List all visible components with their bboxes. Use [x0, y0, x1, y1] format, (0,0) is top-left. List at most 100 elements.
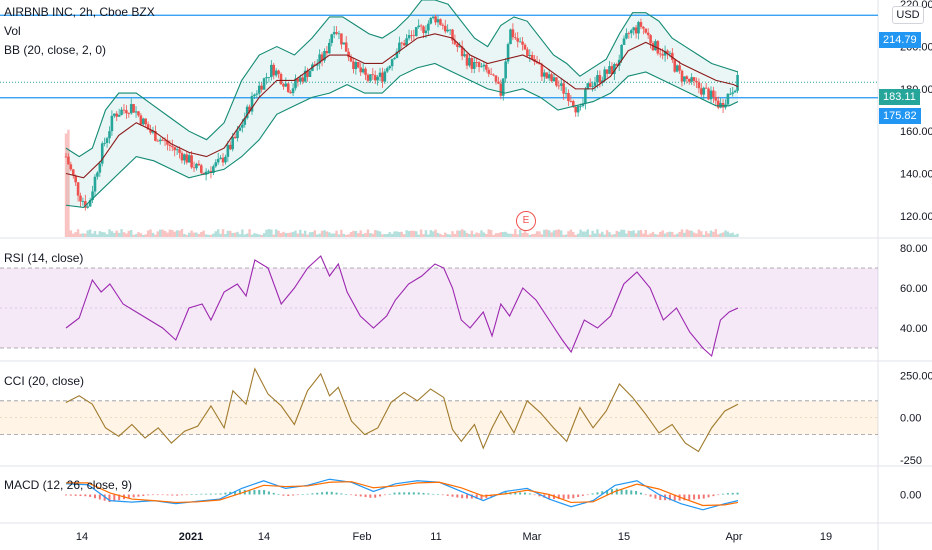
- volume-bar: [393, 231, 396, 237]
- macd-histogram-bar: [137, 494, 140, 497]
- volume-bar: [400, 231, 403, 237]
- candle-body: [439, 19, 442, 25]
- volume-bar: [579, 229, 582, 237]
- cci-label[interactable]: CCI (20, close): [4, 374, 85, 388]
- bb-label[interactable]: BB (20, close, 2, 0): [4, 43, 107, 57]
- candle-body: [456, 44, 459, 47]
- volume-bar: [320, 230, 324, 237]
- volume-bar: [69, 230, 73, 237]
- earnings-marker[interactable]: E: [516, 211, 536, 231]
- macd-histogram-bar: [514, 492, 517, 495]
- candle-body: [598, 75, 602, 83]
- candle-body: [692, 77, 696, 81]
- volume-bar: [506, 233, 510, 237]
- macd-histogram-bar: [330, 491, 333, 495]
- macd-histogram-bar: [470, 494, 473, 499]
- macd-label[interactable]: MACD (12, 26, close, 9): [4, 478, 133, 492]
- macd-histogram-bar: [731, 492, 734, 495]
- candle-body: [675, 65, 679, 72]
- volume-bar: [159, 229, 162, 237]
- volume-bar: [477, 233, 481, 237]
- macd-histogram-bar: [693, 494, 696, 500]
- candle-body: [173, 147, 177, 151]
- volume-bar: [311, 232, 314, 237]
- candle-body: [465, 54, 469, 66]
- macd-histogram-bar: [625, 489, 628, 495]
- macd-histogram-bar: [548, 494, 551, 500]
- candle-body: [238, 127, 242, 131]
- y-tick-label: 80.00: [900, 243, 928, 255]
- candle-body: [253, 94, 256, 96]
- macd-histogram-bar: [461, 494, 464, 499]
- volume-bar: [299, 229, 302, 237]
- macd-histogram-bar: [383, 494, 386, 496]
- candle-body: [489, 73, 493, 75]
- volume-bar: [91, 233, 94, 237]
- candle-body: [284, 83, 288, 87]
- candle-body: [422, 26, 425, 34]
- volume-bar: [489, 230, 493, 237]
- macd-histogram-bar: [156, 494, 159, 496]
- macd-histogram-bar: [69, 494, 72, 496]
- volume-bar: [352, 230, 355, 237]
- candle-body: [697, 82, 701, 89]
- candle-body: [120, 109, 123, 115]
- volume-bar: [146, 230, 150, 237]
- volume-bar: [654, 234, 657, 237]
- candle-body: [265, 77, 268, 79]
- volume-bar: [673, 234, 676, 237]
- macd-histogram-bar: [639, 492, 642, 495]
- rsi-label[interactable]: RSI (14, close): [4, 251, 84, 265]
- macd-histogram-bar: [707, 494, 710, 498]
- candle-body: [673, 59, 677, 72]
- candle-body: [221, 157, 225, 163]
- currency-button[interactable]: USD: [892, 6, 924, 24]
- candle-body: [337, 33, 341, 35]
- macd-histogram-bar: [596, 492, 599, 495]
- volume-bar: [294, 230, 297, 237]
- candle-body: [709, 90, 713, 100]
- candle-body: [441, 24, 445, 26]
- volume-bar: [323, 230, 326, 237]
- macd-histogram-bar: [205, 493, 208, 495]
- candle-body: [86, 206, 90, 208]
- candle-body: [526, 49, 529, 56]
- volume-bar: [634, 233, 638, 237]
- y-tick-label: 120.00: [900, 211, 932, 223]
- volume-label[interactable]: Vol: [4, 24, 21, 38]
- macd-histogram-bar: [451, 494, 454, 497]
- macd-histogram-bar: [577, 494, 580, 498]
- volume-bar: [620, 229, 623, 237]
- y-tick-label: 40.00: [900, 323, 928, 335]
- volume-bar: [381, 234, 384, 237]
- volume-bar: [680, 229, 684, 237]
- candle-body: [190, 155, 193, 168]
- volume-bar: [497, 233, 500, 237]
- candle-body: [605, 69, 609, 74]
- volume-bar: [736, 233, 739, 237]
- macd-histogram-bar: [620, 489, 623, 495]
- candle-body: [555, 77, 558, 86]
- macd-histogram-bar: [673, 494, 676, 501]
- volume-bar: [540, 234, 544, 237]
- candle-body: [509, 29, 512, 45]
- candle-body: [74, 175, 77, 183]
- volume-bar: [458, 230, 461, 237]
- volume-bar: [671, 231, 674, 237]
- candle-body: [187, 155, 191, 163]
- candle-body: [250, 95, 254, 112]
- candle-body: [352, 61, 355, 70]
- volume-bar: [702, 234, 705, 237]
- volume-bar: [656, 234, 660, 237]
- volume-bar: [171, 230, 174, 237]
- candle-body: [506, 44, 510, 62]
- candle-body: [224, 156, 227, 163]
- candle-body: [178, 149, 181, 153]
- candle-body: [690, 77, 693, 82]
- candle-body: [707, 88, 710, 100]
- candle-body: [431, 16, 435, 18]
- y-tick-label: 0.00: [900, 490, 921, 502]
- symbol-title[interactable]: AIRBNB INC, 2h, Cboe BZX: [4, 5, 155, 19]
- volume-bar: [122, 232, 126, 237]
